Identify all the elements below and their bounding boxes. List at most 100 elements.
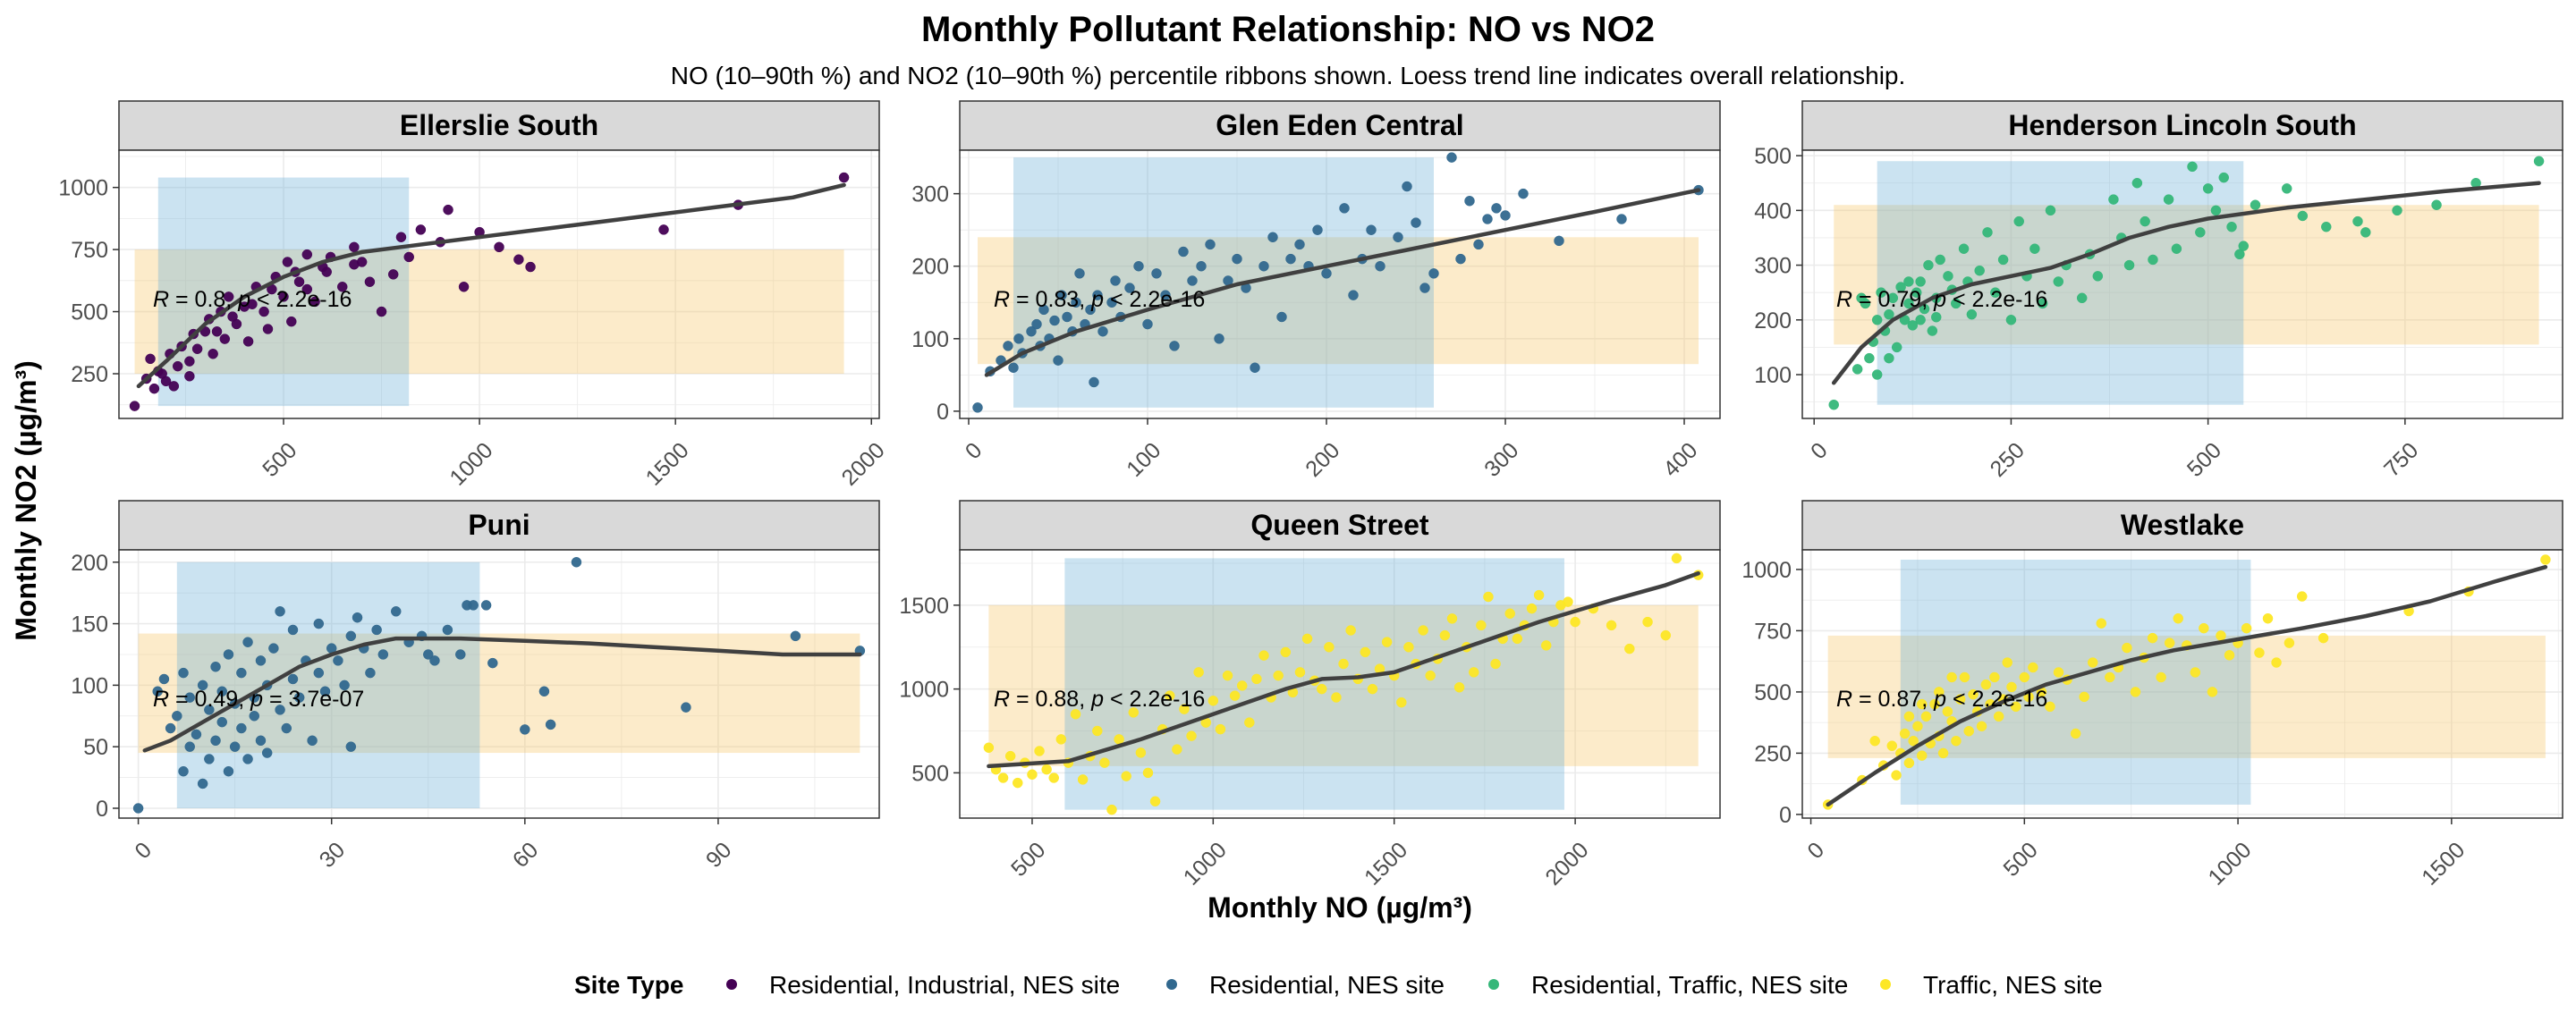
data-point — [1099, 757, 1110, 768]
data-point — [1916, 698, 1928, 710]
legend-label: Residential, NES site — [1209, 971, 1445, 999]
data-point — [1570, 616, 1580, 628]
data-point — [321, 266, 332, 277]
data-point — [1446, 613, 1458, 624]
data-point — [1469, 667, 1479, 678]
y-tick-label: 300 — [911, 182, 949, 207]
data-point — [236, 722, 247, 734]
data-point — [2045, 205, 2056, 216]
data-point — [172, 711, 182, 722]
data-point — [197, 778, 208, 789]
data-point — [204, 705, 215, 715]
data-point — [204, 754, 215, 764]
y-tick-label: 100 — [71, 673, 108, 698]
data-point — [1908, 735, 1919, 747]
data-point — [1031, 318, 1042, 330]
data-point — [1092, 290, 1103, 300]
data-point — [2140, 215, 2150, 227]
data-point — [1891, 770, 1902, 781]
data-point — [1402, 181, 1412, 192]
y-tick-label: 250 — [1754, 741, 1792, 766]
data-point — [293, 692, 305, 703]
data-point — [1419, 283, 1430, 293]
data-point — [1946, 671, 1957, 683]
loess-trend-line — [142, 636, 862, 753]
data-point — [1980, 679, 1992, 690]
data-point — [287, 673, 299, 685]
data-point — [1491, 203, 1502, 214]
data-point — [525, 261, 536, 273]
data-point — [1339, 203, 1350, 214]
data-point — [1982, 227, 1993, 238]
data-point — [1214, 333, 1224, 344]
data-point — [2053, 667, 2064, 678]
facet-panel: Ellerslie South R = 0.8, p < 2.2e-16 500 10… — [58, 100, 890, 491]
data-point — [301, 283, 313, 295]
data-point — [387, 269, 399, 280]
data-point — [2241, 622, 2252, 634]
data-point — [184, 356, 195, 367]
x-tick-label: 250 — [1986, 438, 2029, 482]
data-point — [1027, 769, 1038, 780]
data-point — [1208, 696, 1219, 706]
data-point — [1864, 352, 1875, 364]
data-point — [1360, 646, 1371, 658]
facet-strip-label: Queen Street — [1250, 509, 1429, 541]
data-point — [458, 282, 470, 292]
loess-trend-line — [136, 182, 846, 389]
legend: Site Type Residential, Industrial, NES s… — [574, 971, 2103, 999]
data-point — [1903, 298, 1914, 309]
legend-title: Site Type — [574, 971, 683, 999]
y-tick-label: 200 — [1754, 308, 1792, 333]
facet-strip-label: Henderson Lincoln South — [2008, 109, 2356, 141]
data-point — [1935, 254, 1945, 266]
legend-key — [1488, 979, 1499, 990]
no2-percentile-ribbon — [978, 237, 1699, 365]
data-point — [178, 667, 189, 679]
data-point — [1920, 711, 1932, 722]
plot-area — [960, 150, 1720, 418]
data-point — [1871, 315, 1883, 325]
no2-percentile-ribbon — [988, 604, 1699, 766]
data-point — [1008, 362, 1019, 373]
y-tick-label: 50 — [83, 735, 108, 760]
data-point — [261, 747, 273, 758]
x-tick-label: 0 — [961, 438, 987, 465]
data-point — [403, 251, 414, 263]
data-point — [2037, 298, 2048, 309]
panel-border — [959, 549, 1721, 819]
data-point — [210, 661, 221, 672]
gridlines — [119, 550, 879, 818]
x-tick-label: 1500 — [641, 438, 694, 491]
data-point — [1425, 670, 1436, 681]
data-point — [1142, 318, 1153, 330]
data-point — [2218, 172, 2229, 183]
data-point — [487, 657, 498, 669]
data-point — [1273, 670, 1284, 681]
no-percentile-ribbon — [1900, 559, 2251, 805]
data-point — [216, 716, 228, 728]
data-point — [1915, 276, 1926, 287]
data-point — [158, 673, 170, 685]
data-point — [1034, 746, 1045, 756]
data-point — [313, 618, 325, 629]
x-tick-label: 2000 — [1540, 838, 1593, 891]
data-point — [468, 600, 479, 611]
data-point — [275, 705, 285, 715]
data-point — [2297, 210, 2309, 222]
data-point — [349, 241, 360, 253]
data-point — [1912, 721, 1923, 732]
data-point — [1004, 750, 1016, 762]
correlation-annotation: R = 0.83, p < 2.2e-16 — [994, 287, 1205, 312]
correlation-annotation: R = 0.8, p < 2.2e-16 — [153, 287, 352, 312]
data-point — [2076, 292, 2088, 304]
data-point — [1886, 740, 1898, 751]
data-point — [1852, 364, 1863, 375]
data-point — [319, 686, 331, 697]
data-point — [1062, 311, 1072, 323]
plot-content — [1802, 150, 2563, 418]
x-tick-label: 200 — [1301, 438, 1344, 482]
data-point — [157, 368, 167, 379]
data-point — [129, 401, 140, 411]
data-point — [2108, 194, 2119, 205]
